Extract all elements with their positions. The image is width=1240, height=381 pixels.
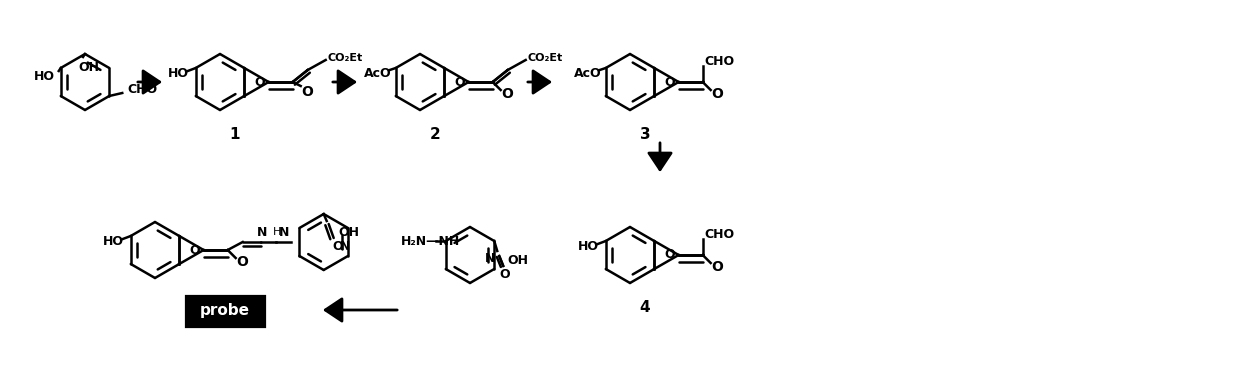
Text: O: O bbox=[711, 260, 723, 274]
Text: N: N bbox=[340, 240, 350, 253]
Text: O: O bbox=[254, 75, 265, 88]
Text: HO: HO bbox=[103, 234, 124, 248]
Text: AcO: AcO bbox=[363, 67, 392, 80]
Text: 3: 3 bbox=[640, 126, 650, 141]
Text: H: H bbox=[273, 227, 281, 237]
Text: 4: 4 bbox=[640, 299, 650, 314]
Text: OH: OH bbox=[78, 61, 99, 74]
Text: CHO: CHO bbox=[704, 54, 735, 67]
Text: O: O bbox=[500, 267, 510, 280]
Text: OH: OH bbox=[339, 226, 360, 239]
Text: probe: probe bbox=[200, 304, 250, 319]
Text: 1: 1 bbox=[229, 126, 241, 141]
Text: AcO: AcO bbox=[574, 67, 601, 80]
Text: O: O bbox=[665, 248, 675, 261]
Text: O: O bbox=[301, 85, 312, 99]
Text: H₂N—NH: H₂N—NH bbox=[401, 234, 460, 248]
Text: O: O bbox=[711, 87, 723, 101]
Text: HO: HO bbox=[578, 240, 599, 253]
Text: CO₂Et: CO₂Et bbox=[327, 53, 363, 63]
Text: O: O bbox=[665, 75, 675, 88]
Text: HO: HO bbox=[33, 69, 55, 83]
Text: 2: 2 bbox=[429, 126, 440, 141]
Text: O: O bbox=[190, 243, 200, 256]
Text: N: N bbox=[279, 226, 289, 239]
FancyBboxPatch shape bbox=[184, 293, 267, 329]
Text: O: O bbox=[332, 240, 343, 253]
Text: OH: OH bbox=[507, 255, 528, 267]
Text: CHO: CHO bbox=[128, 83, 157, 96]
Text: O: O bbox=[501, 87, 512, 101]
Text: N: N bbox=[485, 253, 496, 266]
Text: N: N bbox=[257, 226, 267, 239]
Text: O: O bbox=[454, 75, 465, 88]
Text: O: O bbox=[236, 255, 248, 269]
Text: CHO: CHO bbox=[704, 227, 735, 240]
Text: HO: HO bbox=[167, 67, 188, 80]
Text: CO₂Et: CO₂Et bbox=[528, 53, 563, 63]
